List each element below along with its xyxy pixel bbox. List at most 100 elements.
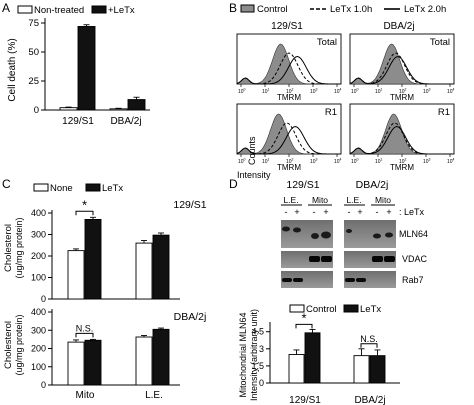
histogram-xlabel: TMRM — [390, 93, 414, 102]
panel-c-bottom-ylabel-unit: (ug/mg protein) — [14, 314, 24, 375]
histogram-letx-2h — [349, 56, 454, 85]
blot-image-vdac-129 — [281, 251, 333, 268]
legend-swatch-non-treated — [17, 5, 33, 14]
blot-fraction: Mito — [312, 195, 328, 205]
y-tick-label: 400 — [31, 208, 46, 218]
x-tick-exponent: 0 — [357, 88, 359, 92]
x-tick-exponent: 3 — [429, 88, 431, 92]
panel-c-top-ylabel-unit: (ug/mg protein) — [14, 217, 24, 278]
panel-d-ylabel-unit: Intensity (arbitrary unit) — [249, 309, 259, 401]
bar-letx — [369, 355, 386, 384]
legend-swatch-control — [289, 304, 305, 313]
x-tick-exponent: 1 — [381, 158, 383, 162]
panel-a-legend: Non-treated +LeTx — [17, 5, 135, 16]
y-tick-label: 300 — [31, 325, 46, 335]
bar-none — [67, 341, 85, 386]
x-tick-label: 10 — [375, 89, 381, 95]
blot-sign: - — [376, 207, 379, 217]
histogram-gate-label: R1 — [325, 107, 337, 118]
panel-a-y-ticks: 0 25 50 75 — [28, 18, 45, 116]
panel-a-ytick: 25 — [28, 76, 39, 87]
x-tick-label: 10 — [310, 159, 316, 165]
bar--letx — [77, 26, 96, 111]
x-tick-label: 10 — [423, 159, 429, 165]
panel-letter-a: A — [2, 1, 10, 15]
x-tick-exponent: 2 — [405, 158, 407, 162]
legend-label: Control — [306, 304, 337, 315]
x-tick-label: 10 — [423, 89, 429, 95]
blot-image-vdac-dba — [344, 251, 396, 268]
legend-label: +LeTx — [108, 5, 135, 16]
y-tick-label: 400 — [31, 307, 46, 317]
legend-swatch-none — [33, 183, 49, 192]
legend-label: Non-treated — [34, 5, 84, 16]
panel-a-category: DBA/2j — [110, 116, 141, 127]
x-tick-exponent: 3 — [316, 88, 318, 92]
panel-a-bars — [59, 24, 146, 111]
panel-d-category: 129/S1 — [289, 395, 321, 405]
legend-label: LeTx 1.0h — [330, 4, 372, 15]
blot-letx-signs: - + - + - + - + : LeTx — [285, 207, 425, 217]
blot-sign: - — [348, 207, 351, 217]
y-tick-label: 0 — [41, 380, 46, 390]
panel-b-column-title: 129/S1 — [271, 21, 303, 32]
x-tick-label: 10 — [399, 89, 405, 95]
panel-c-bottom-plot: 0 100 200 300 400 N.S. — [31, 307, 180, 390]
blot-fraction: Mito — [375, 195, 391, 205]
bar-control — [288, 354, 305, 384]
panel-b: B Control LeTx 1.0h LeTx 2.0h 129/S1 DBA… — [229, 1, 455, 180]
y-tick-label: 0 — [41, 294, 46, 304]
panel-a-ylabel: Cell death (%) — [7, 38, 18, 101]
x-tick-exponent: 2 — [292, 88, 294, 92]
significance-bracket — [295, 323, 313, 329]
bar-letx — [152, 328, 170, 386]
legend-swatch-letx — [91, 5, 107, 14]
panel-c-top-ylabel: Cholesterol — [3, 224, 14, 272]
panel-a: A Cell death (%) 0 25 50 75 129/S1 DBA/2… — [2, 1, 150, 127]
y-tick-label: 200 — [31, 251, 46, 261]
y-tick-label: 3 — [259, 344, 264, 354]
legend-swatch-letx — [85, 183, 101, 192]
bar-none — [135, 242, 153, 300]
x-tick-label: 10 — [334, 159, 340, 165]
panel-c-category: L.E. — [145, 390, 163, 401]
histogram-letx-2h — [236, 56, 342, 85]
panel-a-category: 129/S1 — [62, 116, 94, 127]
histogram-letx-2h — [349, 125, 454, 155]
blot-image-rab7-129 — [281, 271, 333, 288]
x-tick-exponent: 3 — [429, 158, 431, 162]
significance-label: N.S. — [76, 323, 94, 333]
bar-non-treated — [59, 107, 78, 111]
panel-b-intensity-caption: Intensity — [237, 170, 271, 180]
legend-label: LeTx — [360, 304, 381, 315]
panel-a-ytick: 0 — [34, 105, 39, 116]
blot-sign: - — [285, 207, 288, 217]
x-tick-label: 10 — [238, 89, 244, 95]
blot-fraction: L.E. — [283, 195, 298, 205]
panel-c-bottom-ylabel: Cholesterol — [3, 321, 14, 369]
bar-letx — [84, 339, 102, 386]
x-tick-exponent: 4 — [453, 88, 455, 92]
y-tick-label: 300 — [31, 230, 46, 240]
x-tick-label: 10 — [375, 159, 381, 165]
blot-image-rab7-dba — [344, 271, 396, 288]
x-tick-label: 10 — [447, 159, 453, 165]
x-tick-label: 10 — [262, 159, 268, 165]
x-tick-label: 10 — [351, 159, 357, 165]
blot-band-label: VDAC — [402, 254, 428, 264]
y-tick-label: 0 — [259, 378, 264, 388]
significance-label: N.S. — [360, 334, 378, 344]
blot-sign: + — [323, 207, 328, 217]
x-tick-exponent: 4 — [340, 88, 342, 92]
x-tick-label: 10 — [262, 89, 268, 95]
blot-sign: + — [386, 207, 391, 217]
x-tick-exponent: 2 — [405, 88, 407, 92]
y-tick-label: 200 — [31, 344, 46, 354]
panel-c-top-plot: 0 100 200 300 400 * — [31, 197, 180, 304]
x-tick-label: 10 — [286, 159, 292, 165]
x-tick-label: 10 — [447, 89, 453, 95]
significance-bracket — [75, 210, 94, 216]
blot-strain: 129/S1 — [286, 179, 319, 191]
significance-bracket — [360, 343, 378, 348]
